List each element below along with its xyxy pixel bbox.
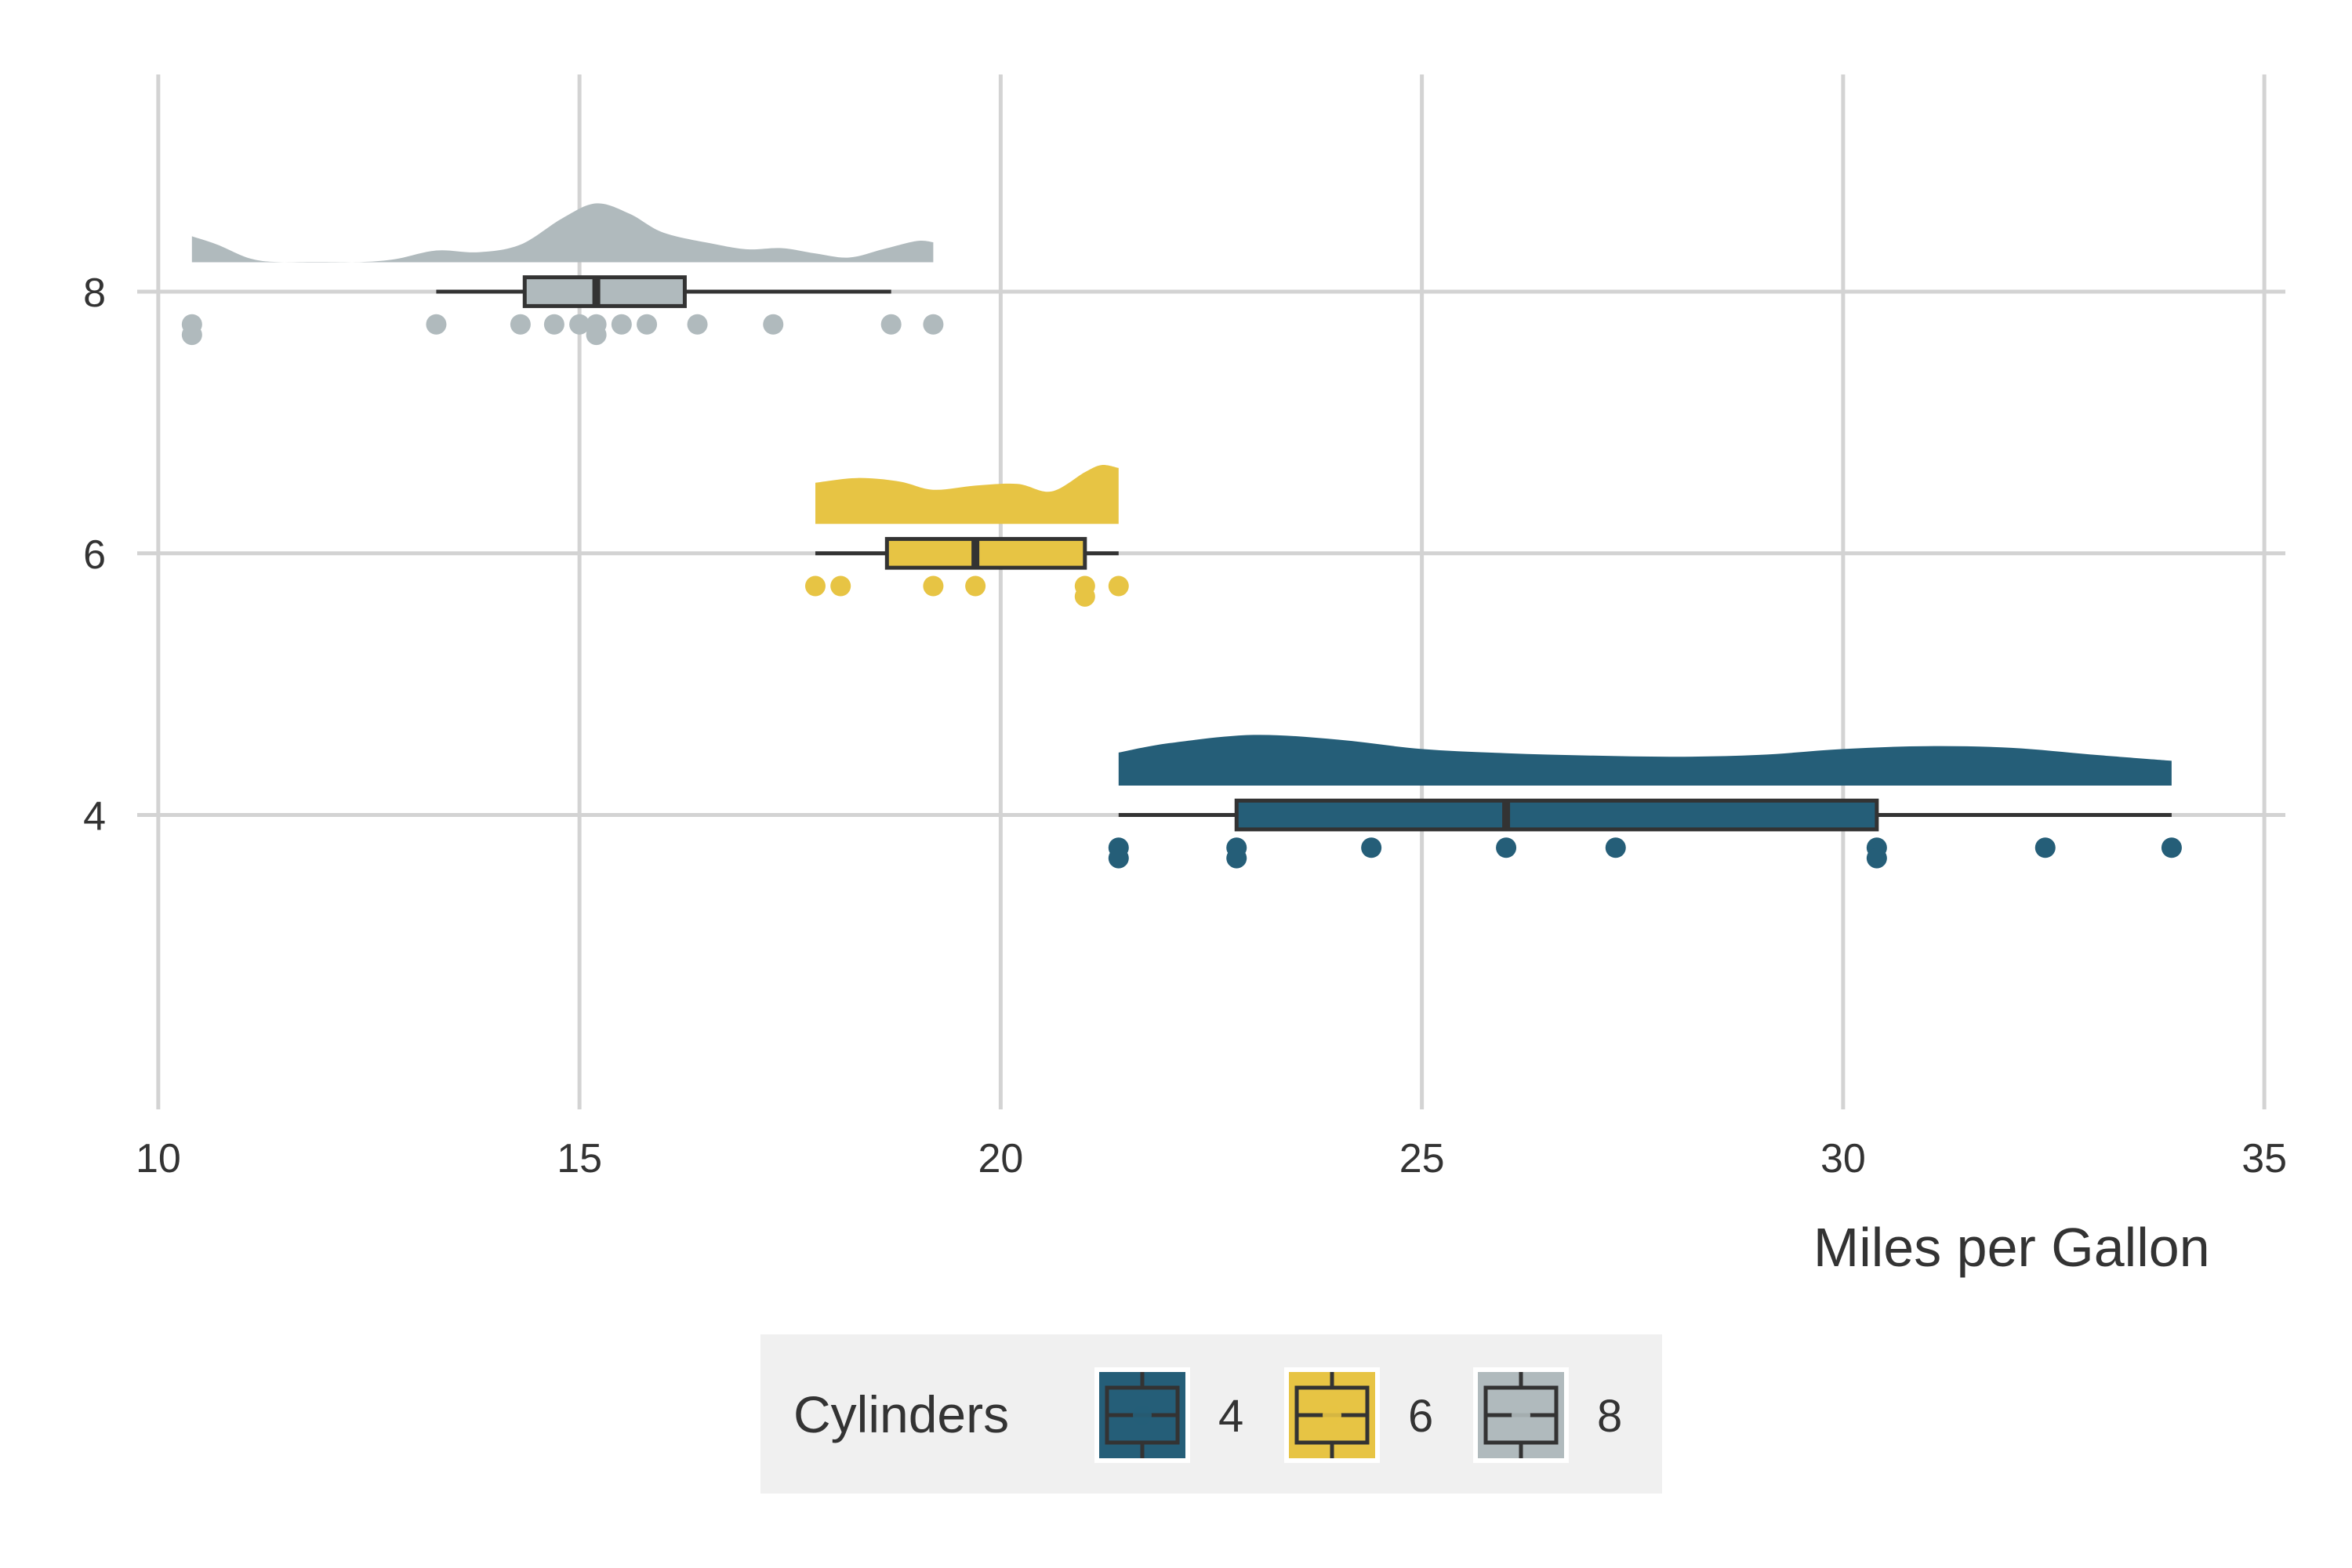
rain-point-8 (880, 314, 902, 335)
legend-key-point (1512, 1406, 1530, 1425)
y-tick-label: 6 (83, 532, 106, 578)
rain-point-8 (637, 314, 658, 335)
rain-point-6 (830, 575, 851, 597)
legend-key-point (1323, 1406, 1341, 1425)
rain-point-6 (1108, 575, 1129, 597)
rain-point-6 (1074, 586, 1095, 607)
rain-point-4 (1866, 848, 1887, 869)
rain-point-6 (965, 575, 986, 597)
legend-label-8: 8 (1597, 1391, 1622, 1442)
rain-point-6 (804, 575, 826, 597)
box-4 (1234, 798, 1879, 832)
rain-point-8 (586, 325, 607, 346)
y-tick-label: 4 (83, 794, 106, 840)
legend-key-point (1133, 1406, 1152, 1425)
legend-label-4: 4 (1218, 1391, 1243, 1442)
rain-point-8 (687, 314, 708, 335)
x-tick-label: 20 (978, 1136, 1023, 1181)
rain-point-8 (569, 314, 590, 335)
rain-point-8 (426, 314, 447, 335)
rain-point-8 (510, 314, 531, 335)
rain-point-4 (2161, 837, 2182, 858)
rain-point-4 (2034, 837, 2056, 858)
x-tick-label: 15 (557, 1136, 602, 1181)
rain-point-8 (543, 314, 564, 335)
density-cloud-8 (191, 203, 934, 263)
box-6 (884, 536, 1087, 570)
legend-label-6: 6 (1408, 1391, 1433, 1442)
rain-point-8 (923, 314, 944, 335)
legend: Cylinders 4 6 8 (760, 1334, 1662, 1494)
x-tick-label: 10 (136, 1136, 181, 1181)
density-cloud-4 (1118, 735, 2172, 786)
rain-point-6 (923, 575, 944, 597)
rain-point-4 (1226, 848, 1247, 869)
legend-title: Cylinders (793, 1385, 1009, 1443)
x-tick-label: 35 (2241, 1136, 2287, 1181)
y-tick-label: 8 (83, 270, 106, 316)
rain-point-8 (181, 325, 202, 346)
rain-point-8 (763, 314, 784, 335)
rain-point-4 (1108, 848, 1129, 869)
axis-labels: 10 15 20 25 30 35 4 6 8 (83, 270, 2287, 1181)
x-axis-title: Miles per Gallon (1813, 1217, 2210, 1278)
boxplots (436, 275, 2172, 832)
rain-point-8 (611, 314, 632, 335)
rain-points (181, 314, 2182, 869)
rain-point-4 (1605, 837, 1626, 858)
rain-point-4 (1496, 837, 1517, 858)
x-tick-label: 25 (1399, 1136, 1445, 1181)
density-clouds (191, 203, 2172, 786)
box-8 (522, 275, 687, 308)
rain-point-4 (1361, 837, 1382, 858)
density-cloud-6 (815, 464, 1119, 524)
x-tick-label: 30 (1820, 1136, 1866, 1181)
